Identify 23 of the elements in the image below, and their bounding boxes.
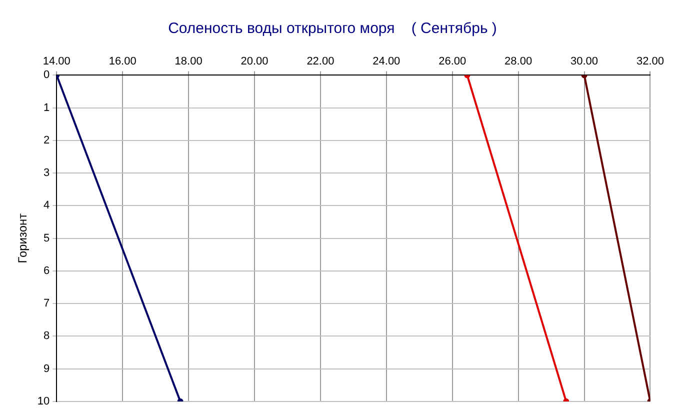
- y-axis-title: Горизонт: [16, 212, 30, 264]
- y-tick-label: 3: [44, 167, 50, 180]
- y-tick-label: 7: [44, 298, 50, 310]
- x-tick-label: 22.00: [306, 56, 334, 68]
- y-tick-label: 0: [44, 69, 50, 82]
- x-tick-label: 20.00: [240, 56, 268, 68]
- x-tick-label: 26.00: [438, 56, 466, 68]
- x-tick-label: 28.00: [504, 56, 532, 68]
- y-tick-label: 10: [37, 395, 50, 408]
- y-tick-label: 4: [44, 200, 50, 212]
- y-tick-label: 6: [44, 264, 50, 277]
- x-tick-label: 30.00: [570, 56, 598, 68]
- y-tick-label: 8: [44, 330, 50, 342]
- x-tick-label: 24.00: [372, 56, 400, 68]
- y-tick-label: 1: [44, 102, 50, 114]
- x-tick-label: 32.00: [636, 56, 664, 68]
- x-tick-label: 18.00: [174, 56, 202, 68]
- y-tick-label: 9: [44, 362, 50, 375]
- x-tick-label: 16.00: [108, 56, 136, 68]
- y-tick-label: 5: [44, 232, 50, 244]
- x-tick-label: 14.00: [42, 56, 70, 68]
- y-tick-label: 2: [44, 134, 50, 146]
- chart-title: Соленость воды открытого моря ( Сентябрь ): [168, 20, 497, 38]
